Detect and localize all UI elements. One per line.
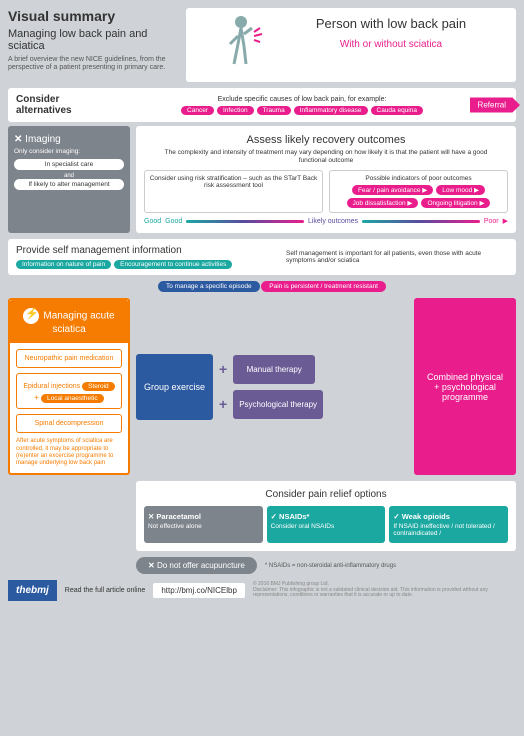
persistent-pill: Pain is persistent / treatment resistant bbox=[261, 281, 386, 292]
bmj-logo: thebmj bbox=[8, 580, 57, 601]
self-note: Self management is important for all pat… bbox=[286, 250, 508, 266]
page-subtitle: Managing low back pain and sciatica bbox=[8, 28, 178, 52]
imaging-title: Imaging bbox=[14, 134, 124, 145]
imaging-subtitle: Only consider imaging: bbox=[14, 148, 124, 155]
pain-item: Weak opioidsIf NSAID ineffective / not t… bbox=[389, 506, 508, 543]
sciatica-item: Neuropathic pain medication bbox=[16, 349, 122, 368]
alternatives-box: Consider alternatives Exclude specific c… bbox=[8, 88, 516, 122]
pill: Inflammatory disease bbox=[294, 106, 368, 115]
disclaimer: © 2016 BMJ Publishing group Ltd.Disclaim… bbox=[253, 582, 516, 599]
assess-right: Possible indicators of poor outcomes Fea… bbox=[329, 170, 508, 214]
assess-left: Consider using risk stratification – suc… bbox=[144, 170, 323, 214]
imaging-item: If likely to alter management bbox=[14, 179, 124, 190]
pill: Cauda equina bbox=[371, 106, 423, 115]
referral-arrow: Referral bbox=[470, 98, 520, 113]
acupuncture-pill: Do not offer acupuncture bbox=[136, 557, 257, 574]
plus-icon: + bbox=[219, 396, 227, 412]
assess-desc: The complexity and intensity of treatmen… bbox=[144, 149, 508, 165]
plus-icon: + bbox=[219, 361, 227, 377]
sciatica-box: Managing acute sciatica Neuropathic pain… bbox=[8, 298, 130, 475]
read-full: Read the full article online bbox=[65, 587, 146, 595]
pill: Information on nature of pain bbox=[16, 260, 111, 269]
pain-item: ParacetamolNot effective alone bbox=[144, 506, 263, 543]
sciatica-item: Epidural injections Steroid + Local anae… bbox=[16, 373, 122, 409]
sciatica-item: Spinal decompression bbox=[16, 414, 122, 433]
person-box: Person with low back pain With or withou… bbox=[186, 8, 516, 82]
pill: Ongoing litigation ▶ bbox=[421, 198, 490, 208]
pill: Encouragement to continue activities bbox=[114, 260, 232, 269]
page-desc: A brief overview the new NICE guidelines… bbox=[8, 56, 178, 73]
person-subtitle: With or without sciatica bbox=[276, 39, 506, 50]
pill: Infection bbox=[217, 106, 254, 115]
outcome-scale: Good Good Likely outcomes Poor ▶ bbox=[144, 217, 508, 225]
pain-relief-box: Consider pain relief options Paracetamol… bbox=[136, 481, 516, 551]
self-title: Provide self management information bbox=[16, 245, 276, 256]
pill: Trauma bbox=[257, 106, 291, 115]
imaging-item: In specialist care bbox=[14, 159, 124, 170]
page-title: Visual summary bbox=[8, 8, 178, 24]
sciatica-note: After acute symptoms of sciatica are con… bbox=[16, 438, 122, 467]
pill: Job dissatisfaction ▶ bbox=[347, 198, 419, 208]
self-mgmt-box: Provide self management information Info… bbox=[8, 239, 516, 275]
sciatica-title: Managing acute sciatica bbox=[10, 300, 128, 343]
combined-box: Combined physical + psychological progra… bbox=[414, 298, 516, 475]
psych-therapy-box: Psychological therapy bbox=[233, 390, 323, 419]
manage-episode-pill: To manage a specific episode bbox=[158, 281, 260, 292]
nsaid-note: * NSAIDs = non-steroidal anti-inflammato… bbox=[265, 563, 396, 569]
pain-title: Consider pain relief options bbox=[144, 489, 508, 500]
pain-item: NSAIDs*Consider oral NSAIDs bbox=[267, 506, 386, 543]
pill: Low mood ▶ bbox=[436, 185, 485, 195]
manual-therapy-box: Manual therapy bbox=[233, 355, 315, 384]
pill: Fear / pain avoidance ▶ bbox=[352, 185, 433, 195]
pill: Cancer bbox=[181, 106, 214, 115]
bolt-icon bbox=[23, 308, 39, 324]
person-icon bbox=[216, 14, 266, 70]
alternatives-heading: Exclude specific causes of low back pain… bbox=[96, 96, 508, 103]
alternatives-label: Consider alternatives bbox=[16, 94, 90, 116]
assess-title: Assess likely recovery outcomes bbox=[144, 134, 508, 146]
assess-box: Assess likely recovery outcomes The comp… bbox=[136, 126, 516, 233]
person-title: Person with low back pain bbox=[276, 16, 506, 31]
url-box[interactable]: http://bmj.co/NICElbp bbox=[153, 583, 245, 598]
imaging-box: Imaging Only consider imaging: In specia… bbox=[8, 126, 130, 233]
group-exercise-box: Group exercise bbox=[136, 354, 213, 420]
